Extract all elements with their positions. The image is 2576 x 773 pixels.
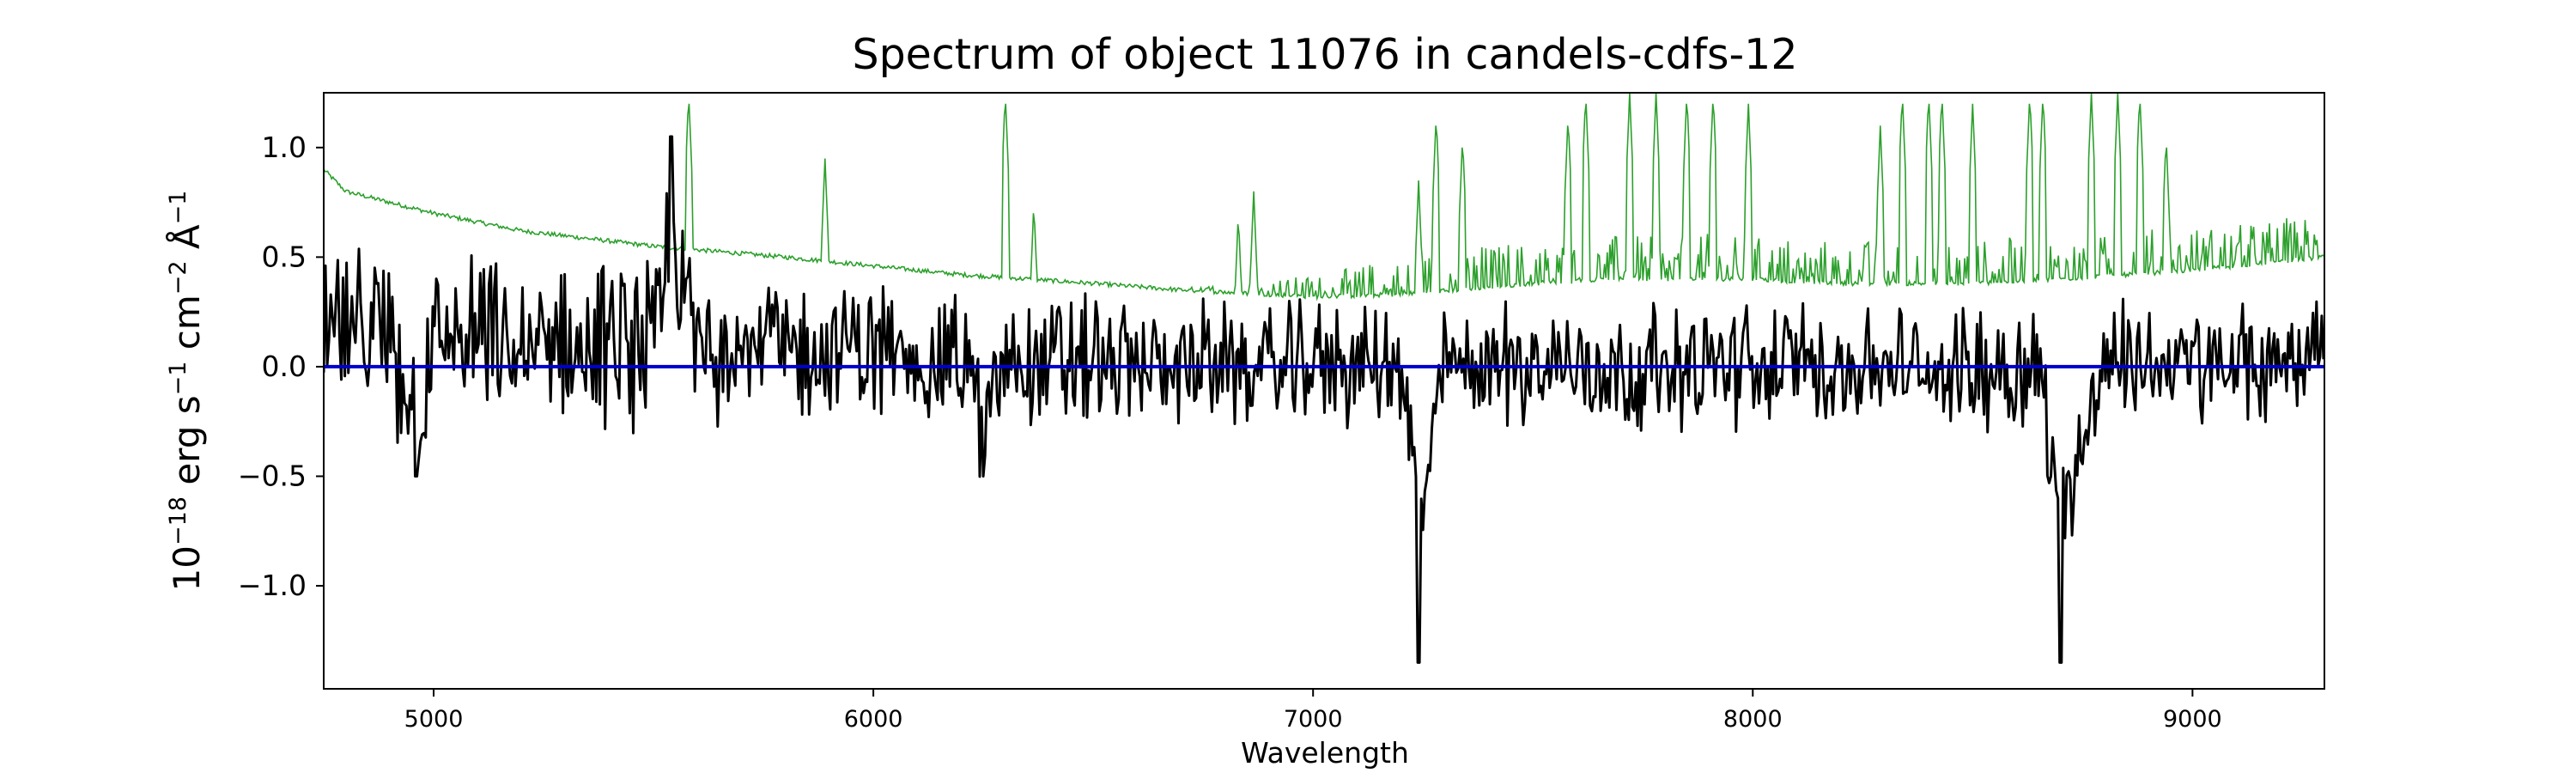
x-tick-label: 9000 <box>2163 706 2222 733</box>
y-tick-label: 0.0 <box>262 350 307 383</box>
noise-series-line <box>324 93 2324 301</box>
x-tick-label: 7000 <box>1284 706 1343 733</box>
flux-series-line <box>324 135 2324 664</box>
y-axis-label: 10−18 erg s−1 cm−2 Å−1 <box>165 191 208 592</box>
y-axis: 1.0 0.5 0.0 −0.5 −1.0 <box>238 131 324 602</box>
y-tick-label: 1.0 <box>262 131 307 164</box>
x-tick-label: 5000 <box>404 706 464 733</box>
plot-frame <box>323 92 2325 690</box>
x-tick-label: 6000 <box>844 706 903 733</box>
y-tick-label: −0.5 <box>238 460 307 493</box>
y-tick-label: 0.5 <box>262 240 307 273</box>
x-axis: 5000 6000 7000 8000 9000 <box>404 689 2222 733</box>
series-layer <box>324 93 2324 664</box>
x-axis-label: Wavelength <box>1241 736 1409 770</box>
chart-title: Spectrum of object 11076 in candels-cdfs… <box>852 30 1797 79</box>
y-tick-label: −1.0 <box>238 569 307 602</box>
x-tick-label: 8000 <box>1723 706 1783 733</box>
